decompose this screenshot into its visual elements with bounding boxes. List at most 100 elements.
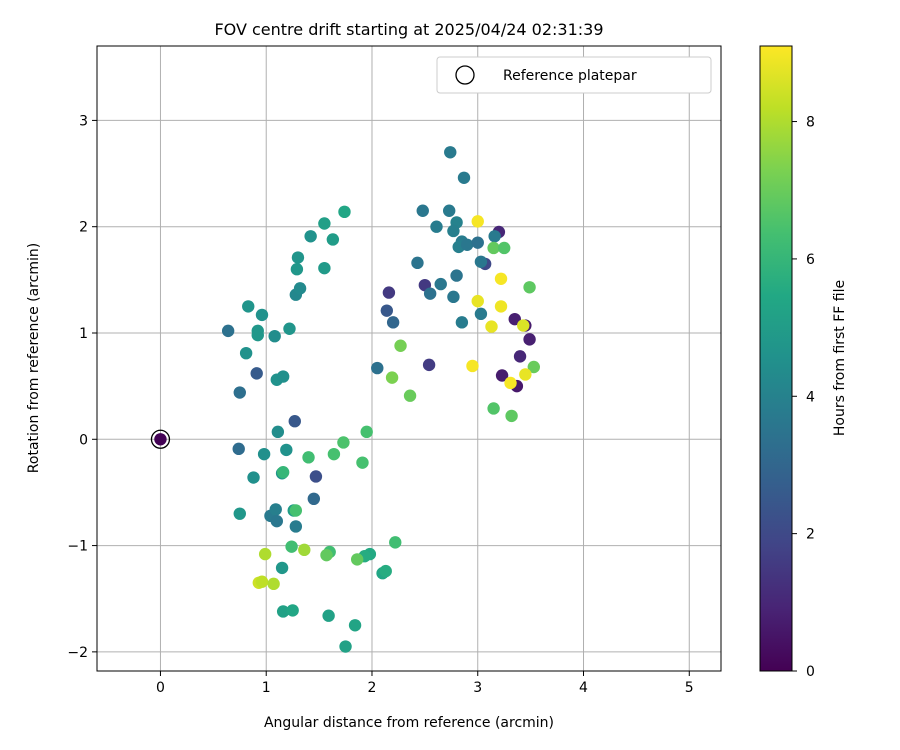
data-point bbox=[247, 471, 260, 484]
colorbar-tick-label: 0 bbox=[806, 664, 815, 680]
data-point bbox=[271, 425, 285, 439]
data-point bbox=[221, 324, 235, 338]
data-point bbox=[487, 241, 500, 255]
data-point bbox=[442, 204, 456, 217]
data-point bbox=[255, 575, 269, 588]
data-point bbox=[293, 282, 307, 295]
plot-area-frame bbox=[96, 45, 722, 672]
data-point bbox=[497, 241, 511, 255]
data-point bbox=[513, 350, 527, 363]
x-tick-label: 2 bbox=[368, 680, 377, 696]
data-point bbox=[255, 308, 269, 322]
data-point bbox=[283, 322, 296, 335]
data-point bbox=[285, 540, 298, 553]
data-point bbox=[385, 371, 399, 384]
y-tick-label: 0 bbox=[79, 432, 88, 448]
data-points bbox=[150, 146, 540, 653]
data-point bbox=[471, 215, 484, 228]
data-point bbox=[326, 233, 340, 246]
data-point bbox=[280, 443, 293, 457]
data-point bbox=[423, 287, 437, 300]
data-point bbox=[276, 605, 290, 618]
data-point bbox=[239, 346, 253, 360]
data-point bbox=[257, 447, 271, 461]
data-point bbox=[286, 604, 299, 617]
colorbar-ticks: 0 2 4 6 8 bbox=[792, 115, 815, 680]
data-point bbox=[318, 217, 331, 230]
data-point bbox=[466, 359, 479, 373]
data-point bbox=[460, 238, 474, 251]
data-point bbox=[488, 230, 501, 243]
data-point bbox=[444, 146, 457, 159]
data-point bbox=[379, 564, 392, 578]
data-point bbox=[304, 230, 317, 243]
data-point bbox=[394, 339, 407, 352]
colorbar-tick-label: 8 bbox=[806, 115, 815, 131]
data-point bbox=[504, 376, 517, 390]
data-point bbox=[338, 205, 351, 219]
y-tick-label: −2 bbox=[67, 645, 88, 661]
legend-box bbox=[436, 56, 712, 94]
data-point bbox=[289, 520, 303, 533]
data-point bbox=[360, 425, 373, 439]
data-point bbox=[320, 548, 333, 562]
data-point bbox=[450, 269, 463, 282]
colorbar-tick-label: 6 bbox=[806, 252, 815, 268]
data-point bbox=[523, 281, 536, 294]
data-point bbox=[517, 319, 530, 332]
data-point bbox=[494, 300, 508, 313]
data-point bbox=[309, 470, 323, 483]
data-point bbox=[289, 504, 303, 517]
data-point bbox=[474, 307, 488, 321]
y-tick-label: 1 bbox=[79, 326, 88, 342]
colorbar-tick-label: 2 bbox=[806, 527, 815, 543]
data-point bbox=[232, 442, 245, 456]
data-point bbox=[302, 451, 315, 464]
data-point bbox=[275, 561, 289, 575]
data-point bbox=[447, 290, 460, 304]
data-point bbox=[268, 329, 281, 343]
data-point bbox=[288, 415, 301, 428]
colorbar-tick-label: 4 bbox=[806, 389, 815, 405]
data-point bbox=[350, 553, 364, 566]
data-point bbox=[434, 277, 447, 291]
data-point bbox=[348, 619, 362, 632]
data-point bbox=[471, 236, 484, 249]
data-point bbox=[457, 171, 471, 185]
y-tick-label: 3 bbox=[79, 113, 88, 129]
y-tick-label: −1 bbox=[67, 539, 88, 555]
data-point bbox=[487, 402, 500, 415]
data-point bbox=[371, 361, 384, 375]
data-point bbox=[494, 272, 508, 285]
x-tick-label: 0 bbox=[156, 680, 165, 696]
data-point bbox=[233, 386, 246, 399]
data-point bbox=[422, 358, 436, 372]
data-point bbox=[508, 312, 521, 326]
data-point bbox=[250, 367, 263, 380]
data-point bbox=[386, 316, 400, 329]
data-point bbox=[242, 300, 255, 313]
data-point bbox=[339, 640, 352, 653]
data-point bbox=[258, 547, 272, 561]
data-point bbox=[270, 514, 283, 528]
x-tick-label: 4 bbox=[579, 680, 588, 696]
legend: Reference platepar bbox=[436, 56, 712, 94]
data-point bbox=[337, 436, 350, 449]
legend-entry-reference: Reference platepar bbox=[503, 68, 637, 84]
grid-lines bbox=[97, 46, 721, 671]
y-tick-label: 2 bbox=[79, 220, 88, 236]
data-point bbox=[307, 492, 321, 506]
data-point bbox=[382, 286, 396, 299]
data-point bbox=[322, 609, 335, 622]
reference-marker bbox=[150, 429, 171, 449]
data-point bbox=[505, 409, 518, 423]
data-point bbox=[269, 503, 282, 516]
data-point bbox=[276, 466, 290, 479]
data-point bbox=[447, 224, 460, 238]
data-point bbox=[298, 543, 311, 557]
y-axis-ticks: −2 −1 0 1 2 3 bbox=[67, 113, 97, 661]
data-point bbox=[380, 304, 393, 317]
data-point bbox=[471, 294, 484, 308]
data-point bbox=[327, 447, 341, 461]
